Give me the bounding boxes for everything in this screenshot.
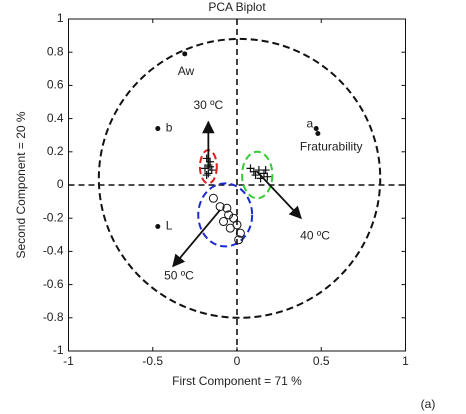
plus-marker	[206, 162, 215, 171]
arrow-label: 30 ºC	[193, 98, 223, 112]
circle-marker	[235, 228, 245, 238]
circle-marker	[219, 217, 229, 227]
plus-marker	[263, 172, 272, 181]
y-tick-label: -0.8	[43, 310, 64, 324]
point	[182, 51, 188, 57]
plus-marker	[261, 166, 270, 175]
circle-marker	[208, 193, 218, 203]
plus-marker	[204, 169, 213, 178]
circle-marker	[225, 223, 235, 233]
arrow-label: 40 ºC	[300, 228, 330, 242]
point	[313, 126, 319, 132]
x-tick-label: 1	[402, 354, 409, 368]
plus-marker	[246, 164, 255, 173]
loading-arrow	[172, 209, 221, 268]
plus-marker	[202, 154, 211, 163]
point-label: b	[166, 121, 173, 135]
point-label: a	[307, 117, 314, 131]
circle-marker	[222, 203, 232, 213]
y-tick-label: -0.2	[43, 210, 64, 224]
chart-title: PCA Biplot	[208, 0, 266, 14]
y-tick-label: 1	[57, 11, 64, 25]
x-tick-label: -1	[63, 354, 74, 368]
y-tick-label: 0.2	[47, 144, 64, 158]
loading-arrow	[256, 171, 302, 220]
group-ellipse	[97, 37, 382, 319]
point-label: L	[166, 219, 173, 233]
point	[155, 224, 161, 229]
point	[155, 126, 161, 132]
y-tick-label: -0.6	[43, 277, 64, 291]
plus-marker	[202, 171, 211, 180]
plus-marker	[251, 171, 260, 180]
plus-marker	[259, 169, 268, 178]
plus-marker	[207, 166, 216, 175]
panel-label: (a)	[421, 397, 436, 411]
plus-marker	[249, 167, 258, 176]
x-tick-label: -0.5	[142, 354, 163, 368]
y-tick-label: 0.8	[47, 44, 64, 58]
y-tick-label: 0.6	[47, 78, 64, 92]
circle-marker	[234, 235, 244, 245]
arrow-label: 50 ºC	[164, 269, 194, 283]
y-tick-label: -1	[53, 343, 64, 357]
point-label: Fraturability	[300, 140, 363, 154]
circle-marker	[224, 210, 234, 220]
y-axis-label: Second Component = 20 %	[14, 111, 28, 258]
x-tick-label: 0.5	[313, 354, 330, 368]
group-ellipse	[241, 150, 274, 200]
group-ellipse	[197, 182, 254, 248]
point	[315, 131, 321, 137]
y-tick-label: -0.4	[43, 244, 64, 258]
point-label: Aw	[178, 64, 195, 78]
x-axis-label: First Component = 71 %	[172, 374, 302, 388]
x-tick-label: 0	[234, 354, 241, 368]
y-tick-label: 0	[57, 177, 64, 191]
y-tick-label: 0.4	[47, 111, 64, 125]
